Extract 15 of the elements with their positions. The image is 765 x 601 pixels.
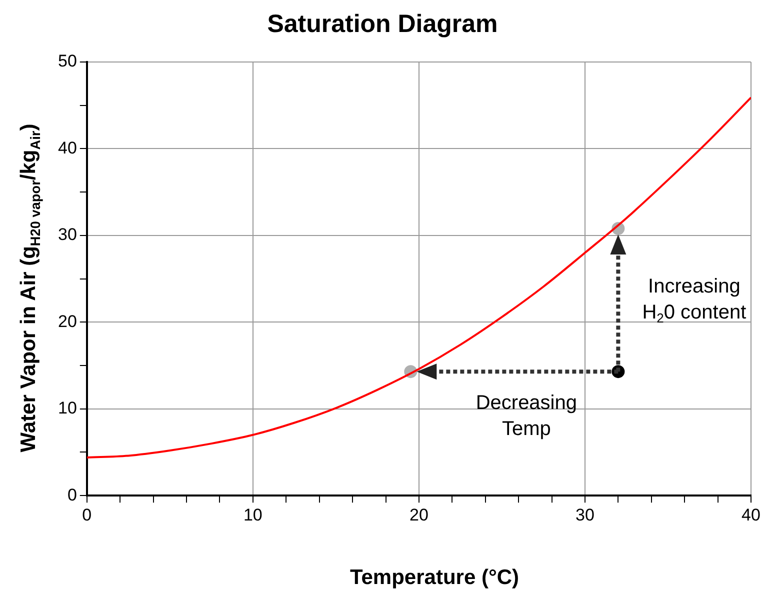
x-tick-label: 0	[82, 505, 92, 524]
y-tick-label: 0	[67, 485, 77, 504]
chart-title: Saturation Diagram	[266, 10, 499, 39]
x-tick-label: 10	[243, 505, 262, 524]
y-tick-label: 20	[58, 312, 77, 331]
y-tick-label: 40	[58, 138, 77, 158]
x-tick-label: 30	[576, 505, 594, 524]
y-tick-label: 10	[58, 398, 77, 418]
line-series	[86, 96, 751, 458]
x-tick-label: 40	[742, 505, 760, 524]
x-axis-title: Temperature (°C)	[348, 566, 520, 590]
x-tick-label: 20	[409, 505, 428, 524]
y-tick-label: 30	[58, 225, 77, 244]
annotation: Decreasing Temp	[476, 392, 578, 440]
y-tick-label: 50	[58, 52, 77, 71]
